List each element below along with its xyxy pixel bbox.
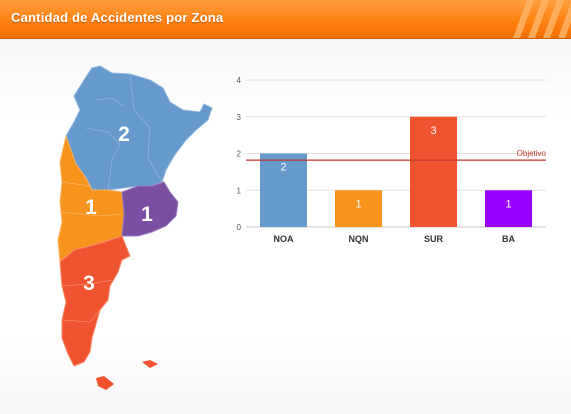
argentina-map: 2 1 1 3 — [57, 65, 213, 390]
x-tick-label: BA — [502, 234, 515, 244]
y-tick-label: 2 — [237, 150, 242, 159]
nqn-province-lines — [59, 181, 123, 217]
chart-reference-line: Objetivo — [246, 149, 547, 161]
objective-label: Objetivo — [517, 149, 547, 158]
map-label-ba: 1 — [141, 203, 153, 226]
chart-bars: 2 1 3 1 — [260, 116, 532, 227]
chart-x-axis: NOA NQN SUR BA — [274, 234, 516, 244]
bar — [335, 190, 382, 227]
x-tick-label: SUR — [424, 234, 444, 244]
header-stripes — [513, 0, 571, 38]
map-label-sur: 3 — [83, 272, 95, 295]
y-tick-label: 1 — [237, 186, 242, 195]
y-tick-label: 4 — [237, 76, 242, 85]
page-title: Cantidad de Accidentes por Zona — [11, 10, 224, 25]
x-tick-label: NQN — [349, 234, 369, 244]
y-tick-label: 3 — [237, 113, 242, 122]
bar — [485, 190, 532, 227]
bar — [260, 153, 307, 227]
x-tick-label: NOA — [274, 234, 295, 244]
bar-value-label: 2 — [280, 162, 286, 174]
bar-value-label: 3 — [430, 125, 436, 137]
bar-value-label: 1 — [505, 198, 511, 210]
map-zone-sur[interactable] — [59, 235, 131, 367]
bar — [410, 116, 457, 227]
title-bar: Cantidad de Accidentes por Zona — [0, 0, 571, 39]
bar-value-label: 1 — [355, 198, 361, 210]
map-zone-noa[interactable] — [65, 65, 213, 191]
sur-province-lines — [61, 279, 113, 323]
map-label-nqn: 1 — [85, 196, 97, 219]
map-island-tierra-del-fuego — [96, 376, 114, 390]
noa-province-lines — [85, 73, 163, 191]
chart-y-axis: 0 1 2 3 4 — [237, 76, 242, 232]
map-label-noa: 2 — [118, 123, 130, 146]
map-islands-malvinas — [142, 360, 158, 368]
y-tick-label: 0 — [237, 223, 242, 232]
bar-chart: 0 1 2 3 4 2 1 3 1 Objetivo NOA NQN SUR BA — [237, 76, 547, 244]
